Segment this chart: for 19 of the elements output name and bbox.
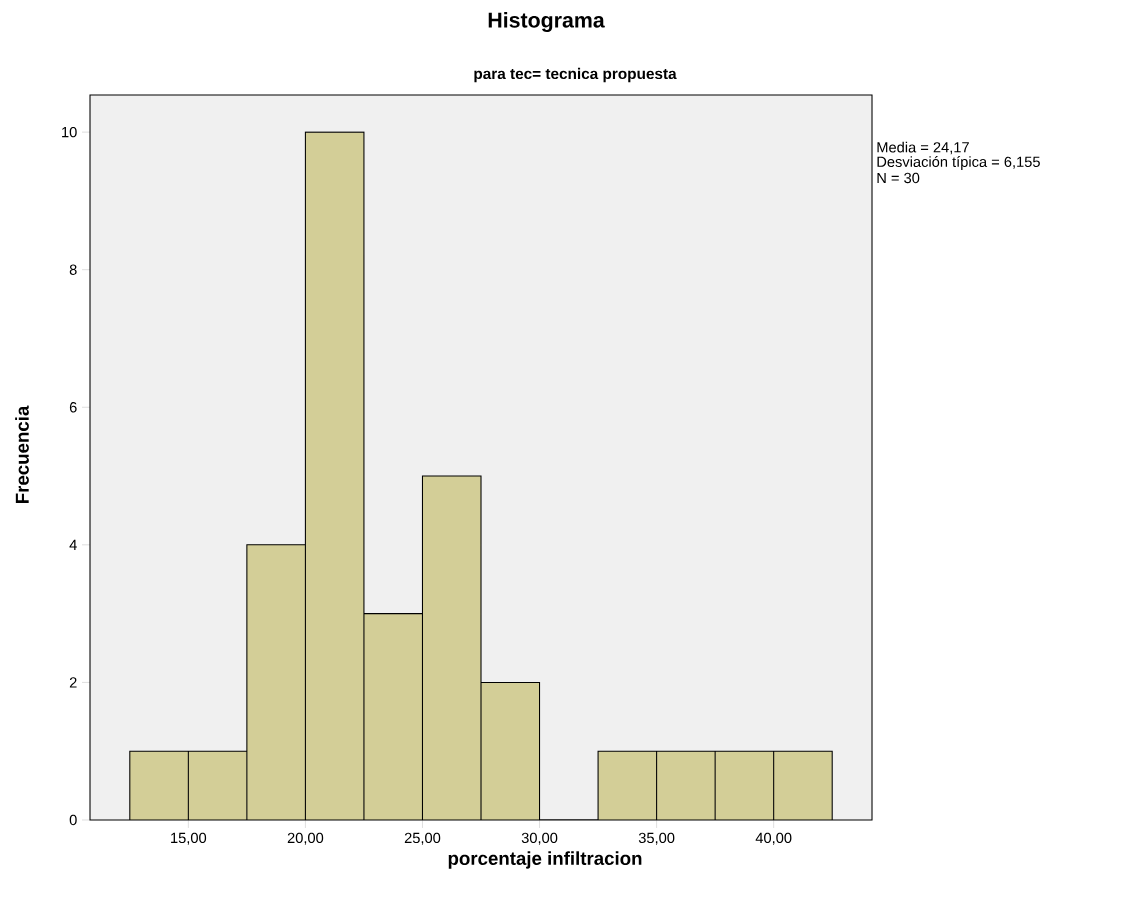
x-tick-label: 25,00 bbox=[404, 832, 441, 845]
x-tick-label: 35,00 bbox=[638, 832, 675, 845]
text: Media = 24,17 bbox=[877, 141, 969, 155]
y-tick-label: 4 bbox=[69, 539, 77, 550]
y-tick-label: 2 bbox=[69, 677, 77, 688]
y-tick-label: 0 bbox=[69, 814, 77, 826]
text: Desviación típica = 6,155 bbox=[877, 156, 1040, 170]
text: N = 30 bbox=[877, 172, 920, 184]
x-axis-title: porcentaje infiltracion bbox=[448, 851, 642, 869]
y-tick-label: 8 bbox=[69, 264, 77, 275]
x-tick-label: 15,00 bbox=[171, 832, 207, 845]
chart-subtitle: para tec= tecnica propuesta bbox=[474, 67, 677, 83]
y-tick-label: 6 bbox=[69, 402, 77, 413]
y-axis-title: Frecuencia bbox=[15, 405, 29, 504]
y-tick-label: 10 bbox=[62, 126, 77, 138]
x-tick-label: 40,00 bbox=[755, 832, 792, 845]
x-tick-label: 30,00 bbox=[521, 832, 558, 845]
chart-title: Histograma bbox=[488, 12, 605, 32]
x-tick-label: 20,00 bbox=[287, 832, 324, 845]
